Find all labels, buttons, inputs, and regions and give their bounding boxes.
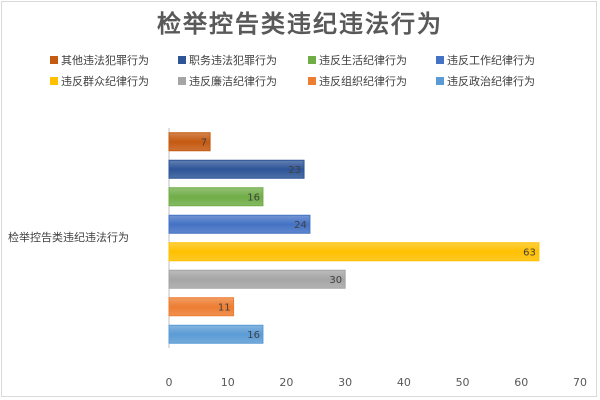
data-label: 23 bbox=[288, 165, 301, 176]
x-tick-label: 0 bbox=[166, 376, 173, 389]
x-tick-label: 10 bbox=[221, 376, 235, 389]
category-axis-label: 检举控告类违纪违法行为 bbox=[8, 231, 129, 244]
data-label: 16 bbox=[247, 192, 260, 203]
legend-swatch bbox=[178, 56, 186, 64]
x-tick-label: 60 bbox=[514, 376, 528, 389]
legend-label: 其他违法犯罪行为 bbox=[61, 54, 149, 67]
bar bbox=[168, 242, 540, 262]
legend-label: 违反工作纪律行为 bbox=[447, 54, 535, 67]
legend-swatch bbox=[308, 56, 316, 64]
x-tick-label: 40 bbox=[397, 376, 411, 389]
bar bbox=[168, 324, 264, 344]
x-tick-label: 20 bbox=[279, 376, 293, 389]
x-tick-label: 30 bbox=[338, 376, 352, 389]
legend: 其他违法犯罪行为 职务违法犯罪行为 违反生活纪律行为 违反工作纪律行为违反群众纪律行为… bbox=[50, 52, 570, 89]
data-label: 11 bbox=[218, 302, 231, 313]
legend-item: 职务违法犯罪行为 bbox=[178, 52, 306, 68]
bar bbox=[168, 132, 211, 152]
bar bbox=[168, 297, 235, 317]
legend-item: 违反生活纪律行为 bbox=[308, 52, 434, 68]
legend-item: 违反工作纪律行为 bbox=[436, 52, 566, 68]
legend-label: 违反政治纪律行为 bbox=[447, 75, 535, 88]
legend-item: 其他违法犯罪行为 bbox=[50, 52, 176, 68]
legend-label: 职务违法犯罪行为 bbox=[189, 54, 277, 67]
data-label: 30 bbox=[329, 275, 342, 286]
legend-item: 违反组织纪律行为 bbox=[308, 73, 434, 89]
bar bbox=[168, 214, 311, 234]
data-label: 24 bbox=[294, 220, 307, 231]
legend-item: 违反政治纪律行为 bbox=[436, 73, 566, 89]
legend-swatch bbox=[50, 77, 58, 85]
legend-swatch bbox=[436, 56, 444, 64]
x-tick-label: 50 bbox=[456, 376, 470, 389]
bar bbox=[168, 159, 305, 179]
bar bbox=[168, 187, 264, 207]
legend-item: 违反群众纪律行为 bbox=[50, 73, 176, 89]
legend-item: 违反廉洁纪律行为 bbox=[178, 73, 306, 89]
x-tick-label: 70 bbox=[573, 376, 587, 389]
legend-swatch bbox=[436, 77, 444, 85]
chart-title: 检举控告类违纪违法行为 bbox=[157, 9, 443, 38]
legend-swatch bbox=[178, 77, 186, 85]
data-label: 63 bbox=[523, 247, 536, 258]
data-label: 16 bbox=[247, 330, 260, 341]
legend-swatch bbox=[50, 56, 58, 64]
legend-swatch bbox=[308, 77, 316, 85]
legend-label: 违反廉洁纪律行为 bbox=[189, 75, 277, 88]
legend-label: 违反组织纪律行为 bbox=[319, 75, 407, 88]
legend-label: 违反生活纪律行为 bbox=[319, 54, 407, 67]
data-label: 7 bbox=[201, 137, 207, 148]
legend-label: 违反群众纪律行为 bbox=[61, 75, 149, 88]
bar bbox=[168, 269, 346, 289]
